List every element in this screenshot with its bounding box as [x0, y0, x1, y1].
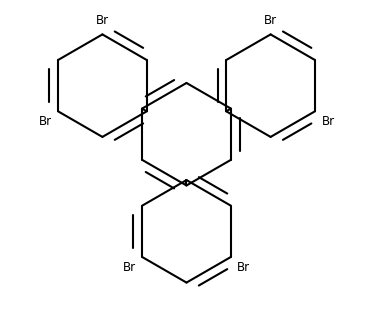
Text: Br: Br	[123, 261, 136, 274]
Text: Br: Br	[38, 115, 51, 128]
Text: Br: Br	[96, 14, 109, 27]
Text: Br: Br	[237, 261, 250, 274]
Text: Br: Br	[264, 14, 277, 27]
Text: Br: Br	[322, 115, 335, 128]
